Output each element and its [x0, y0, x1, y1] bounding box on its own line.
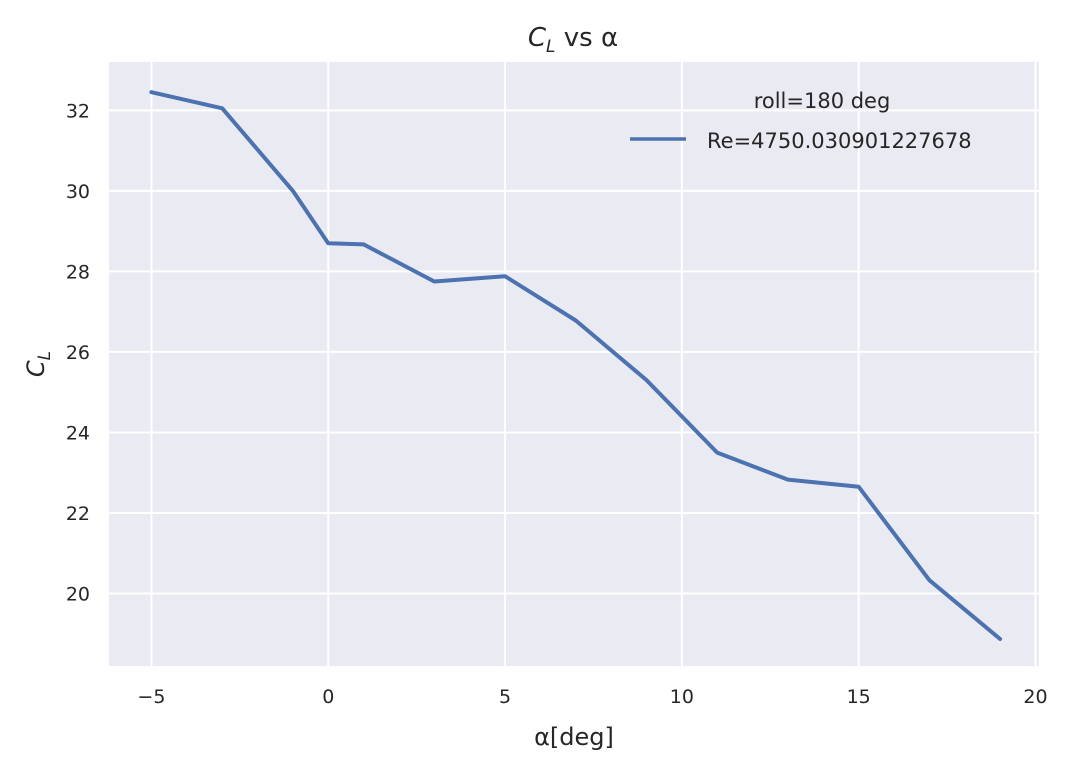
- y-tick-label: 20: [66, 584, 90, 606]
- x-tick-label: 15: [847, 686, 871, 708]
- y-tick-label: 30: [66, 181, 90, 203]
- x-tick-label: 5: [499, 686, 511, 708]
- legend-entry-label: Re=4750.030901227678: [707, 129, 972, 153]
- y-tick-label: 32: [66, 100, 90, 122]
- legend-title: roll=180 deg: [754, 89, 891, 113]
- x-axis-label: α[deg]: [534, 723, 614, 751]
- y-tick-labels: 20 22 24 26 28 30 32: [66, 100, 90, 605]
- chart-title: CL vs α: [528, 23, 618, 57]
- x-tick-labels: −5 0 5 10 15 20: [137, 686, 1047, 708]
- y-tick-label: 22: [66, 503, 90, 525]
- y-axis-label: CL: [22, 351, 55, 377]
- x-tick-label: 20: [1023, 686, 1047, 708]
- series-line: [149, 90, 1003, 641]
- plot-background: [109, 62, 1039, 666]
- y-tick-label: 28: [66, 261, 90, 283]
- legend: roll=180 deg Re=4750.030901227678: [630, 89, 972, 153]
- y-tick-label: 24: [66, 422, 90, 444]
- x-tick-label: 0: [322, 686, 334, 708]
- series-layer: [149, 90, 1003, 641]
- x-tick-label: −5: [137, 686, 165, 708]
- x-tick-label: 10: [670, 686, 694, 708]
- grid: [109, 62, 1039, 666]
- y-tick-label: 26: [66, 342, 90, 364]
